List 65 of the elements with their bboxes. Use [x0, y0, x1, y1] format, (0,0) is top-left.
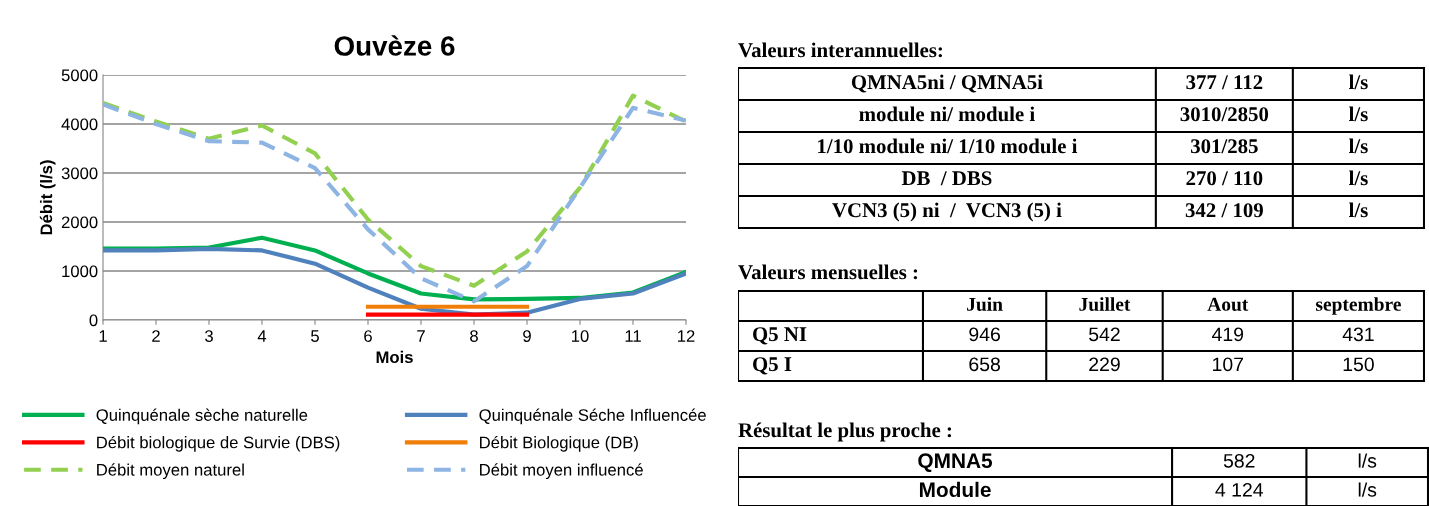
- chart-title: Ouvèze 6: [334, 35, 455, 56]
- text: 4 124: [1215, 482, 1264, 497]
- category-label: QMNA5: [918, 453, 993, 472]
- text: 377 / 112: [1186, 75, 1263, 90]
- y-tick-label: 3000: [61, 167, 98, 180]
- y-tick-label: 1000: [62, 265, 98, 278]
- category-label: 1/10 module ni/ 1/10 module i: [818, 138, 1078, 154]
- legend-label: Débit moyen influencé: [480, 463, 643, 480]
- text: l/s: [1358, 482, 1377, 497]
- text: l/s: [1348, 202, 1368, 218]
- text: 107: [1213, 357, 1244, 372]
- text: 582: [1223, 453, 1255, 468]
- legend-label: Quinquénale Séche Influencée: [479, 408, 706, 425]
- text: l/s: [1348, 138, 1368, 154]
- category-label: module ni/ module i: [859, 106, 1035, 122]
- y-tick-label: 4000: [61, 118, 98, 131]
- category-label: Juillet: [1079, 297, 1131, 311]
- legend-label: Débit biologique de Survie (DBS): [97, 435, 340, 452]
- x-tick-label: 1: [99, 330, 107, 342]
- x-tick-label: 12: [678, 330, 695, 342]
- text: Valeurs interannuelles:: [738, 42, 942, 58]
- text: l/s: [1348, 170, 1368, 186]
- x-tick-label: 9: [523, 330, 531, 342]
- category-label: VCN3 (5) ni / VCN3 (5) i: [832, 202, 1062, 222]
- category-label: septembre: [1315, 297, 1401, 315]
- category-label: DB / DBS: [901, 171, 992, 186]
- text: 419: [1212, 327, 1244, 342]
- legend-label: Débit moyen naturel: [97, 463, 244, 480]
- x-tick-label: 10: [572, 330, 589, 342]
- y-tick-label: 5000: [61, 69, 98, 82]
- x-tick-label: 7: [417, 330, 425, 342]
- x-tick-label: 4: [257, 330, 267, 342]
- legend-label: Quinquénale sèche naturelle: [96, 408, 308, 425]
- x-tick-label: 5: [311, 330, 319, 342]
- category-label: Q5 I: [753, 357, 792, 375]
- y-axis-title: Débit (l/s): [39, 160, 56, 235]
- category-label: Juin: [967, 297, 1003, 311]
- x-tick-label: 6: [364, 330, 372, 342]
- text: 301/285: [1190, 139, 1258, 154]
- y-tick-label: 2000: [61, 216, 98, 229]
- legend-label: Débit Biologique (DB): [480, 435, 638, 452]
- text: 658: [969, 357, 1000, 372]
- x-tick-label: 8: [470, 330, 478, 342]
- text: 431: [1342, 327, 1374, 342]
- text: l/s: [1358, 453, 1377, 468]
- x-tick-label: 3: [205, 330, 213, 342]
- text: 3010/2850: [1180, 107, 1269, 122]
- text: 342 / 109: [1185, 203, 1263, 218]
- category-label: Module: [919, 481, 991, 498]
- text: 150: [1343, 357, 1374, 372]
- x-tick-label: 2: [152, 330, 160, 342]
- text: Valeurs mensuelles :: [738, 264, 918, 280]
- text: l/s: [1348, 74, 1368, 90]
- text: l/s: [1348, 106, 1368, 122]
- text: Résultat le plus proche :: [738, 422, 952, 442]
- x-axis-title: Mois: [376, 350, 413, 364]
- category-label: Aout: [1207, 297, 1249, 311]
- x-tick-label: 11: [625, 330, 641, 342]
- text: 946: [969, 327, 1000, 342]
- y-tick-label: 0: [89, 314, 98, 327]
- category-label: Q5 NI: [753, 327, 807, 345]
- category-label: QMNA5ni / QMNA5i: [851, 74, 1043, 93]
- text: 229: [1089, 357, 1120, 372]
- text: 270 / 110: [1186, 171, 1263, 186]
- text: 542: [1089, 327, 1120, 342]
